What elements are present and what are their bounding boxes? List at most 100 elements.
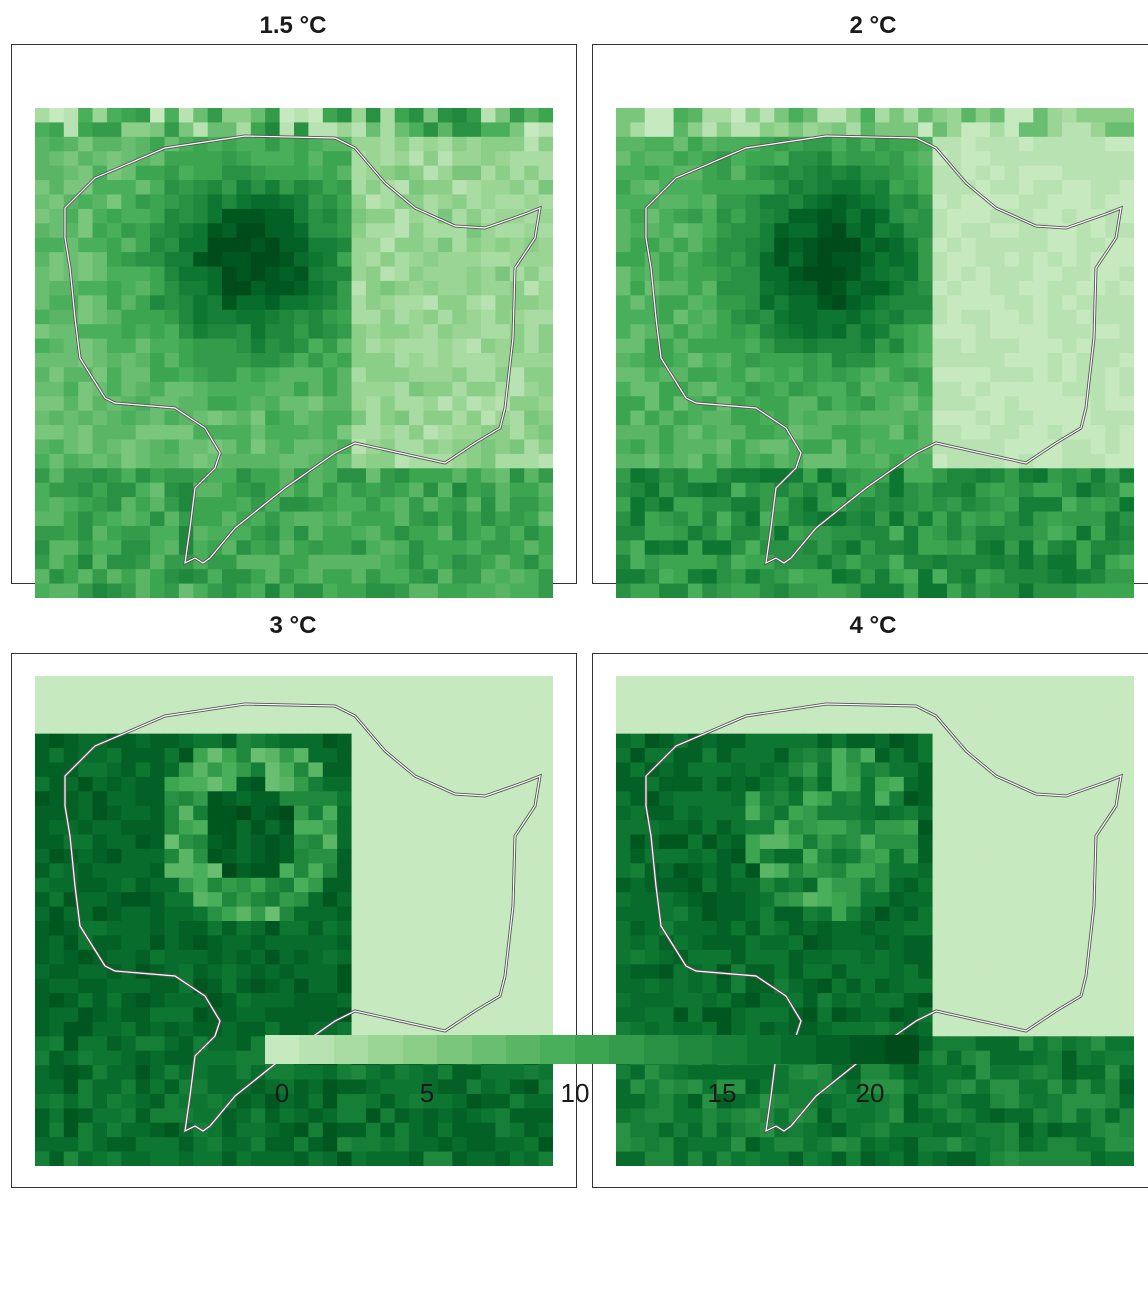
heat-cell xyxy=(538,791,553,807)
heat-cell xyxy=(846,468,862,484)
heat-cell xyxy=(121,1050,137,1066)
heat-cell xyxy=(538,1151,553,1166)
heat-cell xyxy=(164,1108,180,1124)
heat-cell xyxy=(673,921,689,937)
heat-cell xyxy=(903,1151,919,1166)
heat-cell xyxy=(616,482,631,498)
heat-cell xyxy=(1018,1079,1034,1095)
heat-cell xyxy=(673,906,689,922)
heat-cell xyxy=(1119,554,1134,570)
heat-cell xyxy=(1076,266,1092,282)
heat-cell xyxy=(394,863,410,879)
heat-cell xyxy=(659,108,675,124)
heat-cell xyxy=(616,1093,631,1109)
heat-cell xyxy=(875,1007,890,1023)
heat-cell xyxy=(164,1122,180,1138)
heat-cell xyxy=(150,540,166,556)
heat-cell xyxy=(164,180,180,196)
heat-cell xyxy=(481,554,497,570)
heat-cell xyxy=(1033,583,1049,598)
heat-cell xyxy=(803,1108,819,1124)
heat-cell xyxy=(538,425,553,441)
heat-cell xyxy=(394,733,410,749)
heat-cell xyxy=(846,367,862,383)
heat-cell xyxy=(437,719,453,735)
heat-cell xyxy=(630,1122,646,1138)
heat-cell xyxy=(308,122,324,138)
heat-cell xyxy=(466,554,482,570)
heat-cell xyxy=(788,497,804,513)
heat-cell xyxy=(918,762,934,778)
heat-cell xyxy=(538,921,553,937)
heat-cell xyxy=(1105,583,1121,598)
heat-cell xyxy=(644,208,660,224)
heat-cell xyxy=(889,993,905,1009)
heat-cell xyxy=(975,165,991,181)
heat-cell xyxy=(351,978,367,994)
heat-cell xyxy=(150,151,166,167)
heat-cell xyxy=(193,367,209,383)
heat-cell xyxy=(630,848,646,864)
heat-cell xyxy=(1076,704,1092,720)
heat-cell xyxy=(918,468,934,484)
heat-cell xyxy=(35,690,50,706)
heat-cell xyxy=(1047,569,1063,585)
heat-cell xyxy=(509,194,525,210)
heat-cell xyxy=(178,791,194,807)
heat-cell xyxy=(409,704,425,720)
heat-cell xyxy=(1033,1122,1049,1138)
heat-cell xyxy=(817,762,833,778)
heat-cell xyxy=(875,906,890,922)
heat-cell xyxy=(495,367,511,383)
heat-cell xyxy=(121,676,137,692)
heat-cell xyxy=(265,762,281,778)
panel-title-3c: 3 °C xyxy=(269,612,317,639)
heat-cell xyxy=(673,410,689,426)
heat-cell xyxy=(121,877,137,893)
heat-cell xyxy=(903,848,919,864)
city-boundary-inner xyxy=(64,703,541,1133)
heat-cell xyxy=(875,540,890,556)
heat-cell xyxy=(452,704,468,720)
heat-cell xyxy=(946,569,962,585)
heat-cell xyxy=(452,381,468,397)
heat-cell xyxy=(831,978,847,994)
heat-cell xyxy=(35,762,50,778)
heat-cell xyxy=(495,122,511,138)
heat-cell xyxy=(745,482,761,498)
heat-cell xyxy=(178,1007,194,1023)
heat-cell xyxy=(975,748,991,764)
heat-cell xyxy=(250,554,266,570)
heat-cell xyxy=(687,863,703,879)
heat-cell xyxy=(222,805,238,821)
heat-cell xyxy=(1033,748,1049,764)
legend-tick: 15 xyxy=(707,1078,737,1108)
heat-cell xyxy=(687,338,703,354)
heat-cell xyxy=(1105,935,1121,951)
heat-cell xyxy=(365,252,381,268)
heat-cell xyxy=(279,208,295,224)
heat-cell xyxy=(1062,525,1078,541)
heat-cell xyxy=(121,468,137,484)
heat-cell xyxy=(702,834,718,850)
heat-cell xyxy=(380,733,396,749)
heat-cell xyxy=(673,554,689,570)
heat-cell xyxy=(745,1108,761,1124)
heat-cell xyxy=(1062,338,1078,354)
heat-cell xyxy=(961,1151,977,1166)
heat-cell xyxy=(702,935,718,951)
heat-cell xyxy=(150,921,166,937)
heat-cell xyxy=(466,1151,482,1166)
heat-cell xyxy=(745,762,761,778)
heat-cell xyxy=(1076,1007,1092,1023)
heat-cell xyxy=(774,194,790,210)
heat-cell xyxy=(452,676,468,692)
heat-cell xyxy=(702,863,718,879)
heat-cell xyxy=(889,295,905,311)
heat-cell xyxy=(49,309,65,325)
heat-cell xyxy=(466,676,482,692)
heat-cell xyxy=(308,820,324,836)
heat-cell xyxy=(616,805,631,821)
heat-cell xyxy=(380,1065,396,1081)
heat-cell xyxy=(903,877,919,893)
